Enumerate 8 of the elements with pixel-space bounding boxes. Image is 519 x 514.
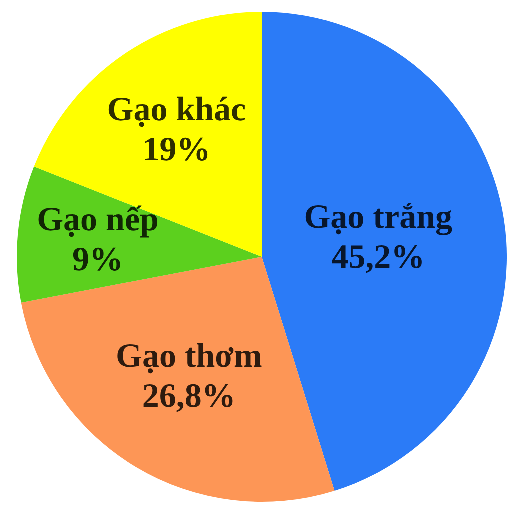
slice-label: Gạo thơm bbox=[116, 338, 262, 376]
data-label: 26,8% bbox=[142, 378, 236, 416]
slice-label: Gạo khác bbox=[107, 91, 246, 128]
data-label: 19% bbox=[142, 131, 211, 168]
data-label: 45,2% bbox=[332, 239, 426, 276]
slice-label: Gạo nếp bbox=[37, 201, 159, 238]
slice-label: Gạo trắng bbox=[304, 199, 453, 236]
data-label: 9% bbox=[72, 241, 124, 278]
